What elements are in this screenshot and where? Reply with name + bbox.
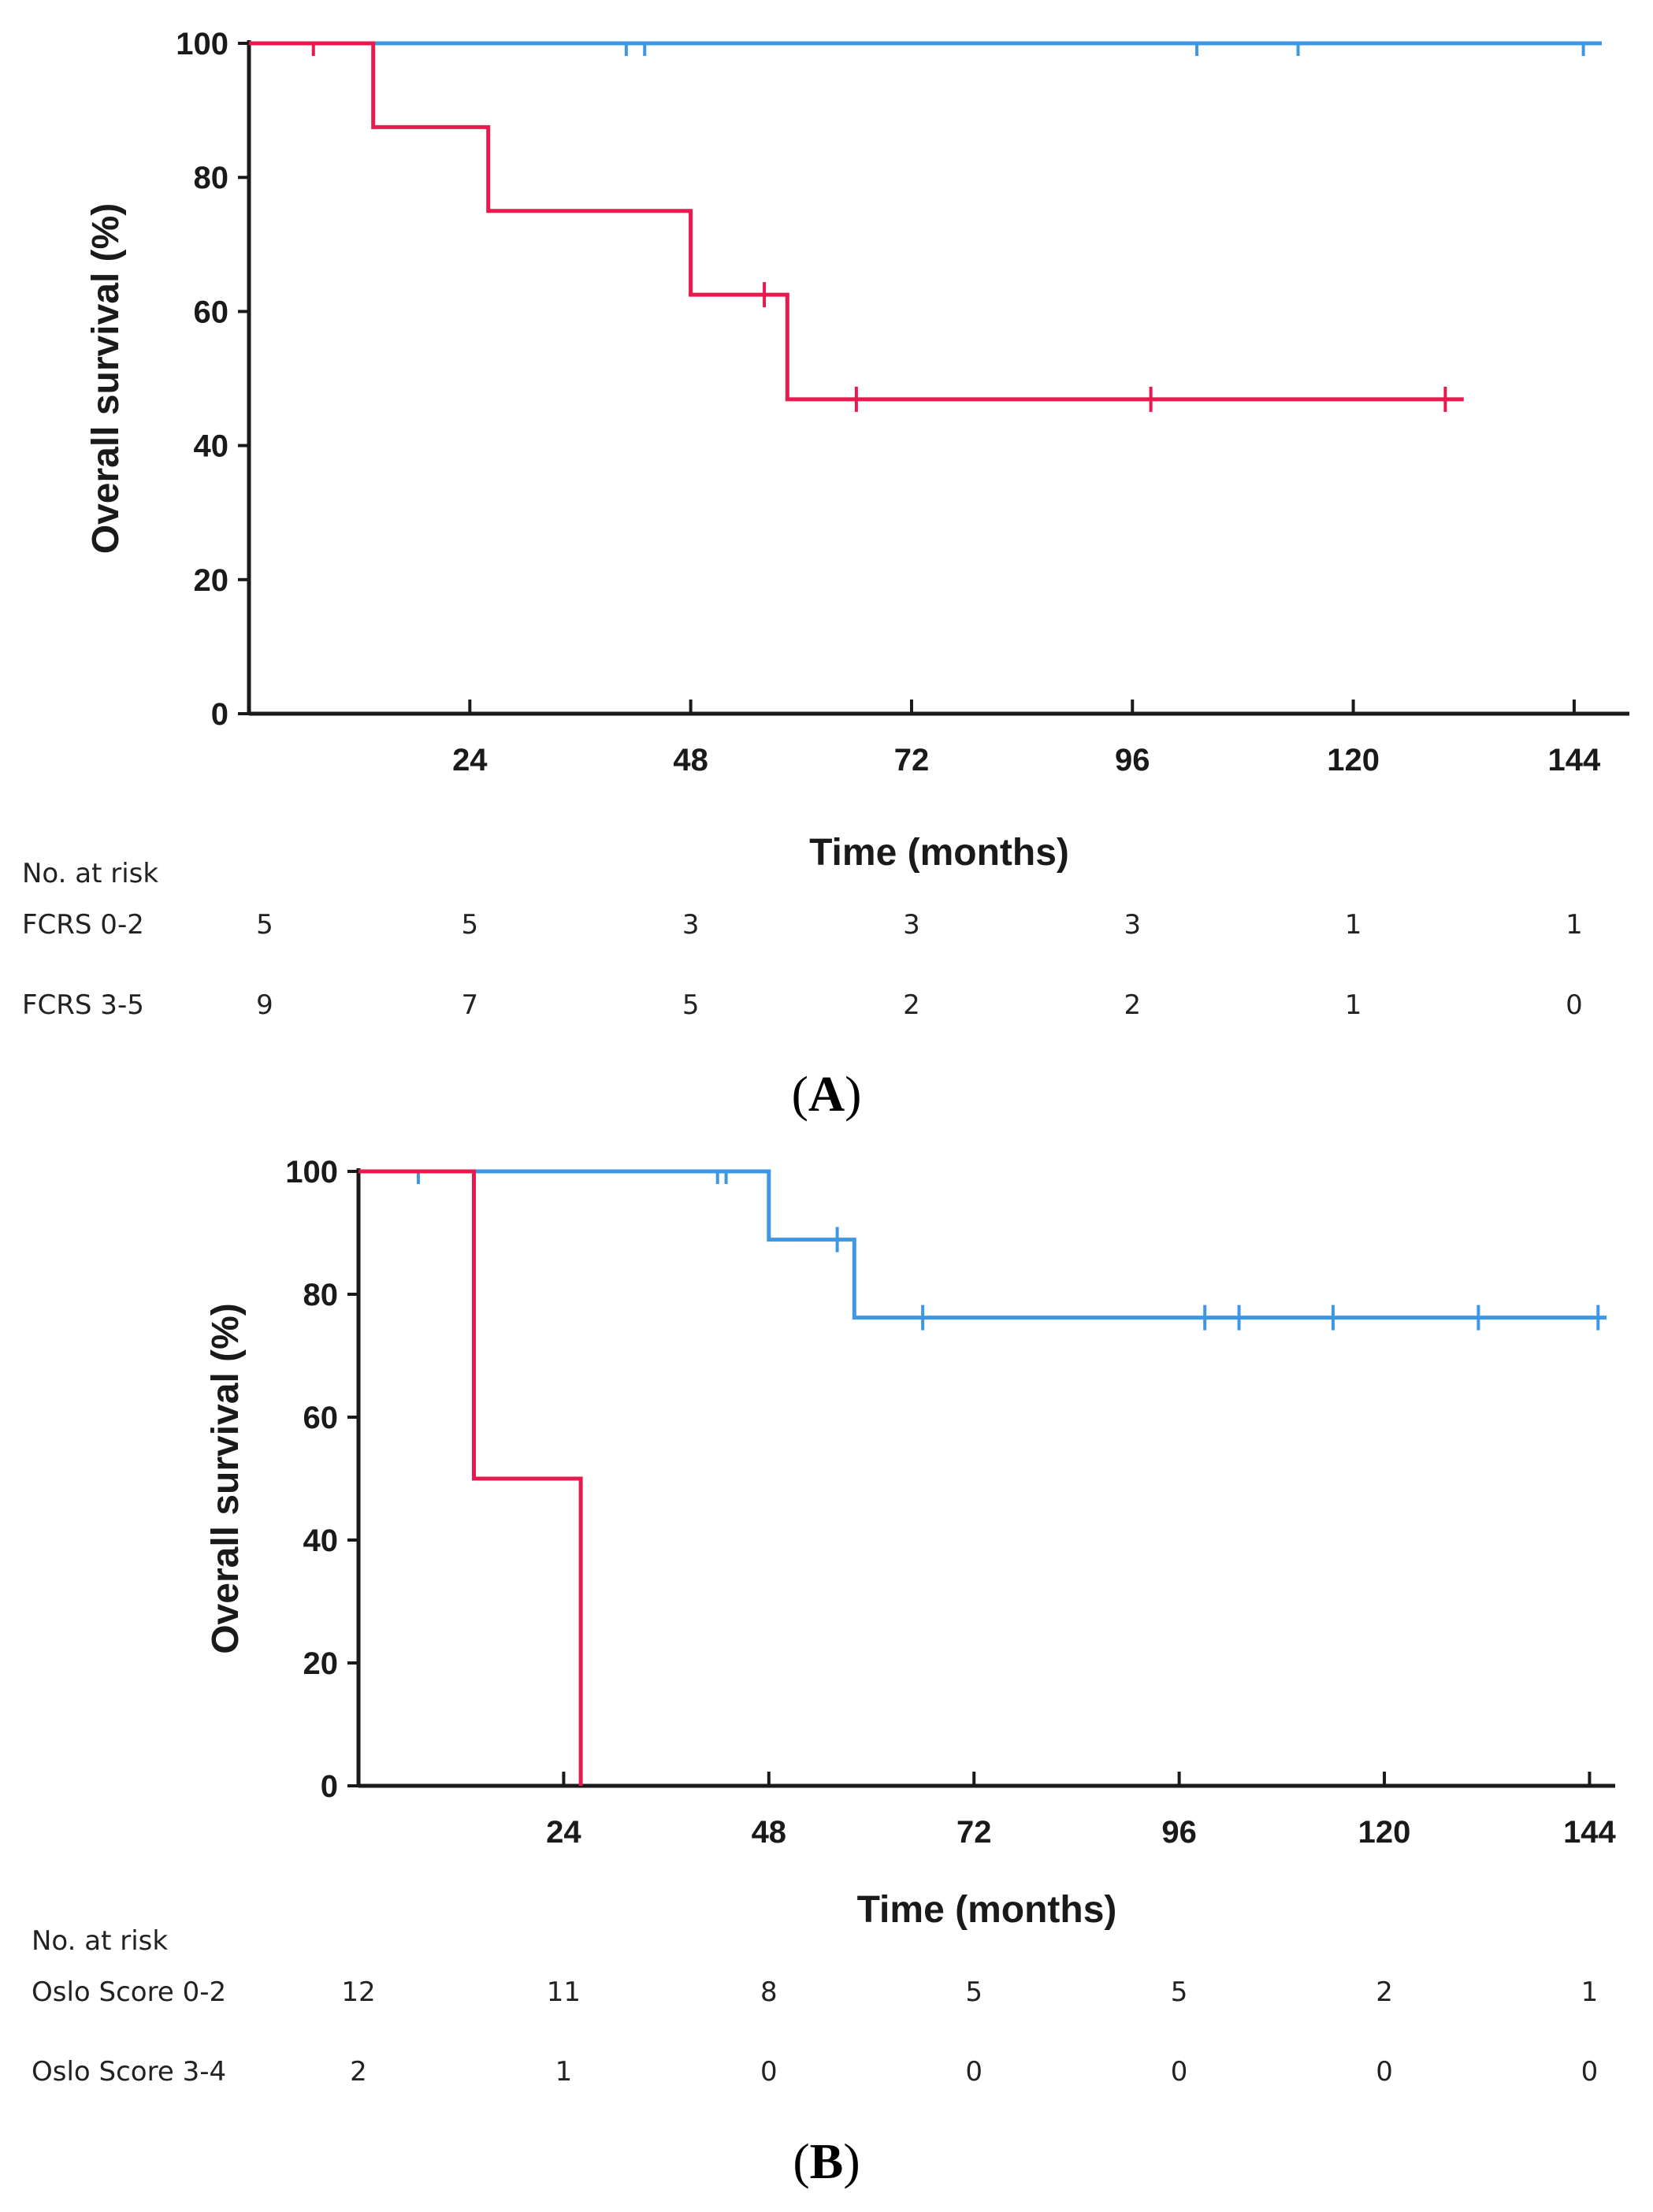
risk-count: 5 [1171,1976,1188,2008]
y-axis-title: Overall survival (%) [205,1303,247,1654]
risk-count: 2 [903,989,920,1021]
risk-count: 0 [760,2056,778,2088]
risk-count: 1 [1566,909,1583,941]
x-tick-label: 120 [1358,1815,1411,1850]
risk-count: 2 [350,2056,367,2088]
x-tick-label: 144 [1548,743,1601,778]
risk-count: 11 [547,1976,581,2008]
risk-count: 0 [1566,989,1583,1021]
x-tick-label: 96 [1115,743,1150,778]
risk-count: 5 [965,1976,983,2008]
risk-row-label: FCRS 0-2 [22,909,144,941]
y-tick-label: 60 [194,295,229,329]
y-tick-label: 40 [303,1524,339,1558]
survival-curve-series-2 [249,41,1464,402]
y-tick-label: 100 [176,27,228,61]
y-axis-title: Overall survival (%) [85,203,127,555]
x-tick-label: 48 [673,743,708,778]
risk-count: 3 [1124,909,1141,941]
risk-count: 1 [1581,1976,1599,2008]
risk-count: 0 [1581,2056,1599,2088]
panel-label: (A) [792,1066,862,1122]
x-tick-label: 120 [1327,743,1380,778]
risk-count: 1 [1345,989,1362,1021]
risk-count: 7 [461,989,478,1021]
risk-table-title: No. at risk [32,1925,168,1957]
x-tick-label: 72 [894,743,930,778]
risk-count: 2 [1124,989,1141,1021]
risk-table-title: No. at risk [22,858,158,889]
risk-count: 12 [341,1976,375,2008]
x-tick-label: 72 [957,1815,992,1850]
risk-count: 5 [256,909,273,941]
y-tick-label: 0 [211,697,228,732]
risk-count: 8 [760,1976,778,2008]
risk-count: 5 [682,989,700,1021]
risk-row-label: FCRS 3-5 [22,989,144,1021]
x-axis-title: Time (months) [809,832,1069,874]
y-tick-label: 60 [303,1401,339,1435]
survival-curve-series-2 [358,1169,583,1786]
risk-count: 9 [256,989,273,1021]
risk-count: 0 [965,2056,983,2088]
y-tick-label: 80 [194,161,229,195]
y-tick-label: 0 [321,1769,338,1804]
x-axis-title: Time (months) [857,1889,1117,1931]
y-tick-label: 20 [194,563,229,598]
y-tick-label: 40 [194,429,229,464]
risk-count: 2 [1376,1976,1393,2008]
x-tick-label: 144 [1563,1815,1616,1850]
x-tick-label: 24 [546,1815,581,1850]
risk-row-label: Oslo Score 0-2 [32,1976,226,2008]
survival-curve-series-1 [358,1169,1607,1320]
risk-count: 0 [1171,2056,1188,2088]
risk-row-label: Oslo Score 3-4 [32,2056,226,2088]
y-tick-label: 100 [285,1155,338,1190]
risk-count: 1 [555,2056,573,2088]
panel-label: (B) [793,2133,860,2189]
risk-count: 5 [461,909,478,941]
x-tick-label: 24 [452,743,488,778]
risk-count: 1 [1345,909,1362,941]
y-tick-label: 80 [303,1278,339,1312]
risk-count: 3 [903,909,920,941]
x-tick-label: 96 [1161,1815,1197,1850]
risk-count: 0 [1376,2056,1393,2088]
risk-count: 3 [682,909,700,941]
x-tick-label: 48 [752,1815,787,1850]
y-tick-label: 20 [303,1646,339,1681]
